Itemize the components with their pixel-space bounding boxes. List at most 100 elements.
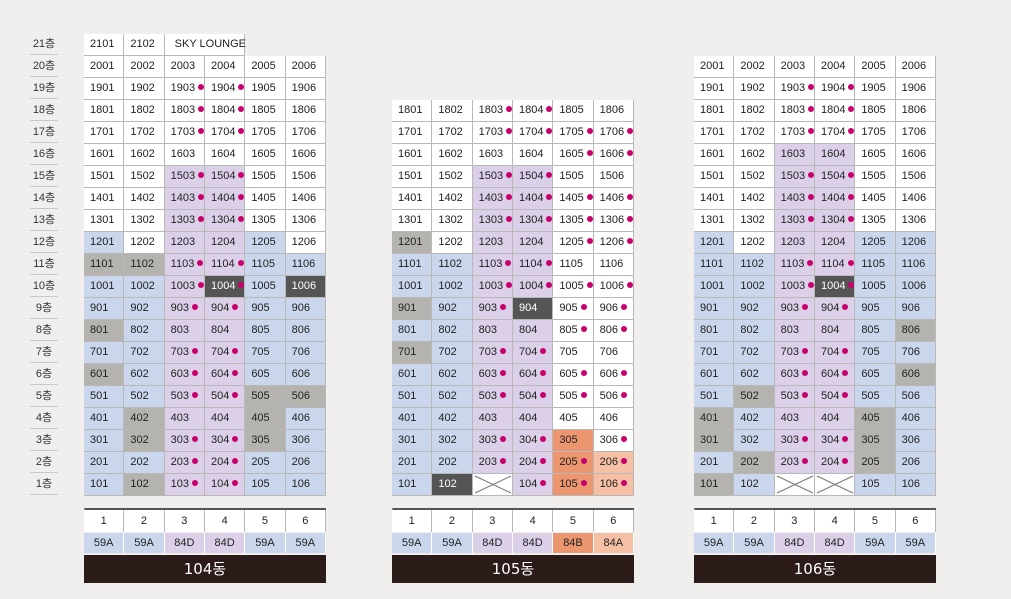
highlight-dot-icon [238, 106, 245, 112]
unit-number: 1702 [740, 126, 765, 138]
unit-number: 903 [170, 302, 190, 314]
line-number: 2 [734, 510, 775, 532]
unit-cell: 1102 [734, 254, 775, 276]
unit-number: 505 [861, 390, 880, 402]
unit-number: 405 [559, 412, 578, 424]
unit-cell: 204 [512, 452, 554, 474]
unit-cell: 904 [512, 298, 554, 320]
unit-number: 705 [251, 346, 270, 358]
highlight-dot-icon [546, 128, 553, 134]
unit-cell: 1705 [553, 122, 594, 144]
unit-number: 805 [559, 324, 578, 336]
unit-cell: 306 [895, 430, 936, 452]
highlight-dot-icon [627, 194, 634, 200]
unit-cell: 1206 [593, 232, 634, 254]
line-number: 1 [392, 510, 433, 532]
unit-number: 1803 [780, 104, 806, 116]
floor-label: 14층 [26, 188, 62, 209]
unit-number: 902 [130, 302, 149, 314]
unit-type: 59A [84, 533, 125, 553]
unit-number: 405 [861, 412, 880, 424]
unit-number: 1804 [210, 104, 236, 116]
unit-cell: 803 [774, 320, 815, 342]
highlight-dot-icon [848, 128, 855, 134]
unit-cell: 601 [694, 364, 735, 386]
unit-number: 1101 [90, 258, 114, 270]
unit-cell: 1403 [774, 188, 815, 210]
highlight-dot-icon [546, 106, 553, 112]
unit-number: 501 [90, 390, 109, 402]
unit-number: 1305 [251, 214, 276, 226]
highlight-dot-icon [232, 370, 239, 376]
unit-cell: 905 [855, 298, 896, 320]
floor-label: 13층 [26, 210, 62, 231]
unit-number: 1806 [291, 104, 317, 116]
unit-number: 506 [599, 390, 618, 402]
unit-cell: 1306 [895, 210, 936, 232]
unit-number: 603 [478, 368, 498, 380]
unit-cell: 1402 [734, 188, 775, 210]
unit-cell: 1201 [694, 232, 735, 254]
unit-number: 506 [901, 390, 920, 402]
unit-number: 803 [478, 324, 498, 336]
unit-number: 1304 [518, 214, 544, 226]
unit-cell: 1402 [432, 188, 473, 210]
highlight-dot-icon [621, 326, 627, 332]
highlight-dot-icon [586, 128, 593, 134]
unit-cell: 403 [164, 408, 205, 430]
unit-number: 1605 [559, 148, 584, 160]
unit-cell: 1602 [124, 144, 165, 166]
unit-cell: 1203 [164, 232, 205, 254]
unit-cell: 806 [285, 320, 326, 342]
unit-type: 84D [774, 533, 815, 553]
unit-cell: 402 [432, 408, 473, 430]
unit-number: 501 [398, 390, 417, 402]
unit-number: 702 [740, 346, 759, 358]
unit-cell: 1803 [164, 100, 205, 122]
unit-number: 1401 [398, 192, 423, 204]
unit-cell: 1003 [472, 276, 513, 298]
unit-number: 502 [130, 390, 149, 402]
unit-cell: 805 [245, 320, 286, 342]
floor-label: 5층 [26, 386, 62, 407]
highlight-dot-icon [506, 282, 513, 288]
unit-number: 304 [820, 434, 840, 446]
unit-cell: 2003 [164, 56, 205, 78]
unit-number: 1702 [438, 126, 463, 138]
unit-cell: 201 [84, 452, 125, 474]
unit-cell: 1006 [895, 276, 936, 298]
unit-cell: 203 [774, 452, 815, 474]
unit-number: 1901 [90, 82, 115, 94]
unit-number: 1303 [170, 214, 196, 226]
unit-number: 1302 [438, 214, 463, 226]
unit-number: 1102 [740, 258, 764, 270]
unit-number: 503 [170, 390, 190, 402]
unit-cell: 1304 [814, 210, 856, 232]
unit-number: 1804 [518, 104, 544, 116]
unit-number: 401 [700, 412, 719, 424]
line-number: 4 [204, 510, 246, 532]
unit-cell: 202 [734, 452, 775, 474]
unit-cell: 1103 [774, 254, 815, 276]
unit-number: 1204 [210, 236, 236, 248]
line-number: 3 [164, 510, 205, 532]
unit-number: 203 [478, 456, 498, 468]
unit-number: 301 [90, 434, 109, 446]
unit-cell: 404 [814, 408, 856, 430]
unit-cell: 1605 [553, 144, 594, 166]
unit-number: 1003 [780, 280, 806, 292]
unit-cell: 1205 [245, 232, 286, 254]
unit-cell: 403 [472, 408, 513, 430]
unit-number: 803 [170, 324, 190, 336]
highlight-dot-icon [621, 392, 627, 398]
unit-number: 1503 [478, 170, 504, 182]
unit-type: 59A [855, 533, 896, 553]
unit-cell: 1703 [774, 122, 815, 144]
unit-cell: 2002 [734, 56, 775, 78]
unit-number: 905 [559, 302, 578, 314]
highlight-dot-icon [506, 172, 513, 178]
highlight-dot-icon [848, 106, 855, 112]
unit-number: 1601 [398, 148, 423, 160]
unit-number: 1704 [820, 126, 846, 138]
unit-cell: 401 [694, 408, 735, 430]
